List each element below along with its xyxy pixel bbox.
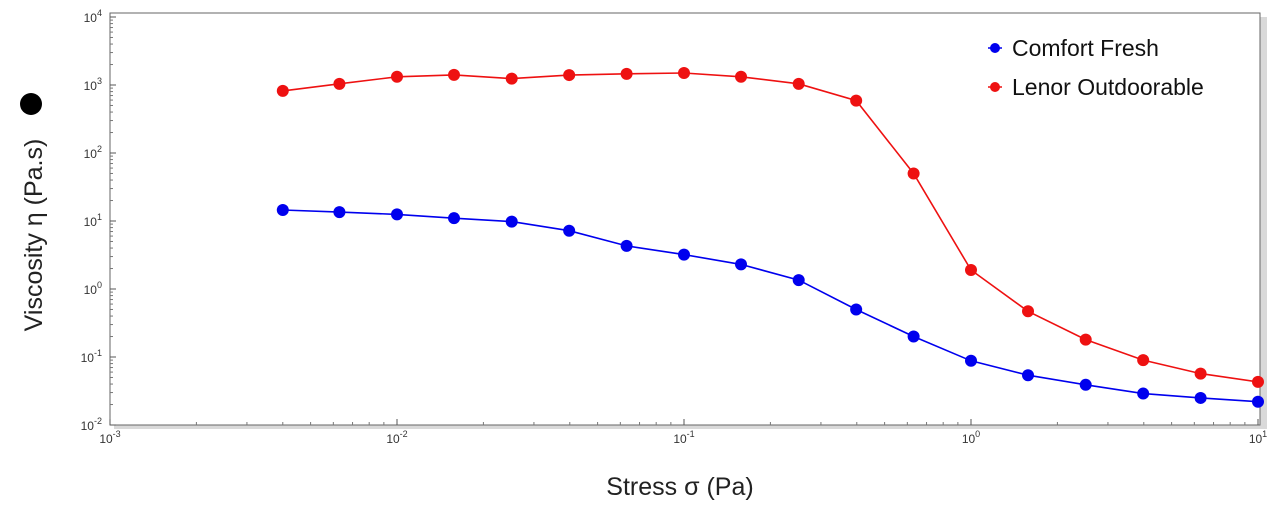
data-point-comfort-fresh bbox=[1252, 395, 1264, 408]
x-tick-label: 100 bbox=[962, 429, 980, 446]
x-axis-ticks: 10-3 10-2 10-1 100 101 bbox=[99, 419, 1267, 446]
data-point-comfort-fresh bbox=[448, 212, 461, 225]
y-tick-label: 10-1 bbox=[81, 348, 102, 365]
data-point-lenor-outdoorable bbox=[1022, 305, 1035, 318]
data-point-comfort-fresh bbox=[1022, 369, 1035, 382]
x-tick-label: 101 bbox=[1249, 429, 1267, 446]
x-axis-title: Stress σ (Pa) bbox=[606, 473, 753, 501]
data-point-comfort-fresh bbox=[735, 258, 748, 271]
data-point-lenor-outdoorable bbox=[505, 72, 518, 85]
y-tick-label: 100 bbox=[84, 280, 102, 297]
data-point-comfort-fresh bbox=[505, 215, 518, 228]
series-line-lenor-outdoorable bbox=[282, 72, 1259, 383]
data-point-comfort-fresh bbox=[1194, 391, 1207, 404]
data-point-comfort-fresh bbox=[678, 248, 690, 261]
series-layer bbox=[276, 67, 1264, 408]
legend-item-lenor-outdoorable: Lenor Outdoorable bbox=[988, 74, 1204, 100]
series-line-comfort-fresh bbox=[282, 209, 1259, 403]
x-tick-label: 10-3 bbox=[99, 429, 120, 446]
data-point-comfort-fresh bbox=[276, 204, 289, 217]
y-tick-label: 103 bbox=[84, 76, 102, 93]
data-point-lenor-outdoorable bbox=[563, 69, 576, 82]
legend-marker-comfort-fresh bbox=[990, 43, 1000, 53]
plot-area bbox=[109, 12, 1261, 426]
data-point-comfort-fresh bbox=[1137, 387, 1150, 400]
data-point-comfort-fresh bbox=[391, 208, 403, 221]
y-tick-label: 104 bbox=[84, 8, 102, 25]
legend: Comfort Fresh Lenor Outdoorable bbox=[988, 35, 1204, 100]
x-tick-label: 10-2 bbox=[386, 429, 407, 446]
data-point-lenor-outdoorable bbox=[792, 77, 805, 90]
x-tick-label: 10-1 bbox=[673, 429, 694, 446]
data-point-lenor-outdoorable bbox=[850, 94, 863, 107]
y-tick-label: 102 bbox=[84, 144, 102, 161]
y-tick-label: 101 bbox=[84, 212, 102, 229]
data-point-comfort-fresh bbox=[907, 330, 920, 343]
y-tick-label: 10-2 bbox=[81, 416, 102, 433]
data-point-lenor-outdoorable bbox=[735, 70, 748, 83]
data-point-comfort-fresh bbox=[563, 224, 576, 237]
data-point-lenor-outdoorable bbox=[1079, 333, 1092, 346]
data-point-comfort-fresh bbox=[333, 206, 346, 219]
data-point-comfort-fresh bbox=[620, 239, 633, 252]
data-point-lenor-outdoorable bbox=[276, 84, 289, 97]
data-point-lenor-outdoorable bbox=[448, 68, 461, 81]
legend-label-lenor-outdoorable: Lenor Outdoorable bbox=[1012, 74, 1204, 100]
data-point-comfort-fresh bbox=[850, 303, 863, 316]
data-point-comfort-fresh bbox=[792, 274, 805, 287]
data-point-lenor-outdoorable bbox=[907, 167, 920, 180]
data-point-lenor-outdoorable bbox=[333, 77, 346, 90]
legend-marker-lenor-outdoorable bbox=[990, 82, 1000, 92]
data-point-lenor-outdoorable bbox=[1252, 375, 1264, 388]
legend-label-comfort-fresh: Comfort Fresh bbox=[1012, 35, 1159, 61]
data-point-lenor-outdoorable bbox=[391, 70, 403, 83]
data-point-lenor-outdoorable bbox=[1137, 354, 1150, 367]
y-axis-title: Viscosity η (Pa.s) bbox=[20, 139, 48, 332]
legend-item-comfort-fresh: Comfort Fresh bbox=[988, 35, 1159, 61]
y-axis-ticks: 10-2 10-1 100 101 102 103 104 bbox=[81, 8, 116, 433]
data-point-lenor-outdoorable bbox=[620, 67, 633, 80]
data-point-lenor-outdoorable bbox=[1194, 367, 1207, 380]
data-point-comfort-fresh bbox=[1079, 378, 1092, 391]
data-point-lenor-outdoorable bbox=[678, 67, 690, 80]
data-point-comfort-fresh bbox=[965, 354, 977, 367]
data-point-lenor-outdoorable bbox=[965, 264, 977, 277]
y-axis-marker-dot bbox=[20, 93, 42, 115]
